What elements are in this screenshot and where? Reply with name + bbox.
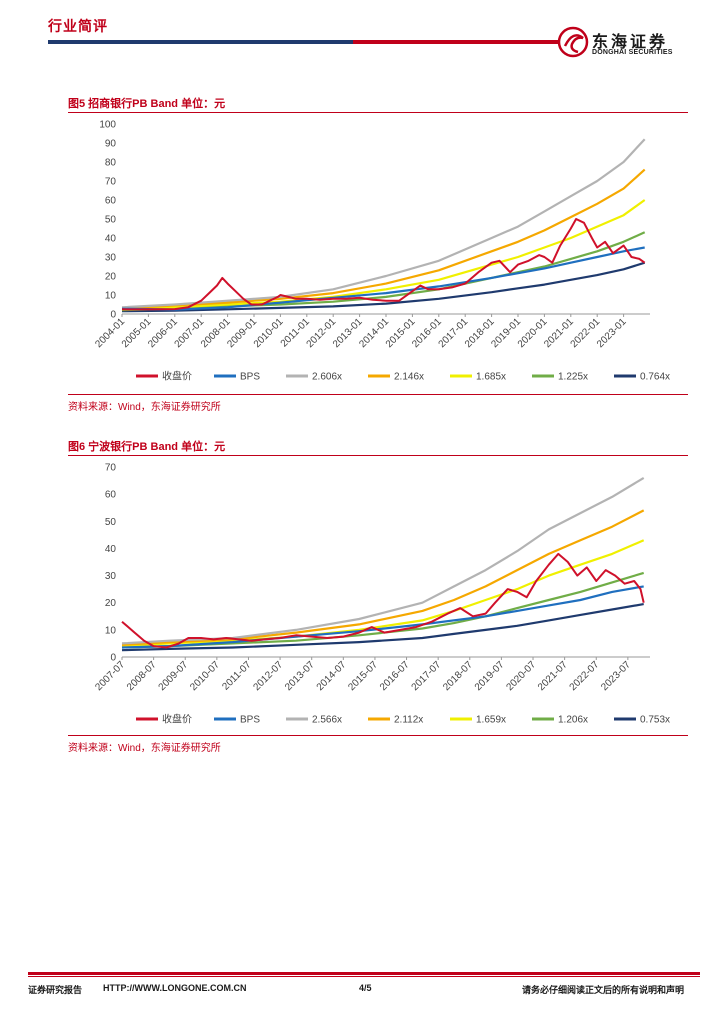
figure-6-source: 资料来源：Wind，东海证券研究所 — [68, 743, 221, 754]
x-tick-label: 2008-07 — [125, 659, 159, 693]
company-logo: 东海证券 DONGHAI SECURITIES — [556, 24, 686, 64]
legend-label: 1.685x — [476, 372, 506, 383]
chart-cmb-pb-band: 01020304050607080901002004-012005-012006… — [93, 120, 670, 383]
y-tick-label: 40 — [105, 544, 117, 555]
x-tick-label: 2016-07 — [378, 659, 412, 693]
series-line-2.606x — [121, 138, 646, 309]
x-tick-label: 2021-07 — [536, 659, 570, 693]
legend-label: 0.764x — [640, 372, 670, 383]
series-line-2.146x — [121, 168, 646, 310]
legend-label: BPS — [240, 715, 260, 726]
x-tick-label: 2017-07 — [410, 659, 444, 693]
x-tick-label: 2019-07 — [473, 659, 507, 693]
x-tick-label: 2013-07 — [283, 659, 317, 693]
legend-label: 1.225x — [558, 372, 588, 383]
y-tick-label: 100 — [99, 120, 116, 131]
series-line-1.685x — [121, 199, 646, 311]
y-tick-label: 40 — [105, 234, 117, 245]
header-rule-blue — [48, 40, 353, 44]
legend-label: 0.753x — [640, 715, 670, 726]
series-line-BPS — [121, 246, 645, 311]
series-line-1.206x — [121, 571, 645, 649]
x-tick-label: 2007-07 — [93, 659, 127, 693]
figure-5-top-rule — [68, 112, 688, 113]
legend-label: 1.206x — [558, 715, 588, 726]
series-line-0.753x — [121, 603, 644, 652]
x-tick-label: 2023-07 — [599, 659, 633, 693]
y-tick-label: 60 — [105, 490, 117, 501]
series-line-2.112x — [121, 509, 645, 646]
y-tick-label: 90 — [105, 139, 117, 150]
footer-page-number: 4/5 — [359, 983, 372, 993]
footer-disclaimer: 请务必仔细阅读正文后的所有说明和声明 — [522, 985, 685, 995]
y-tick-label: 30 — [105, 253, 117, 264]
legend-label: 2.606x — [312, 372, 342, 383]
x-tick-label: 2022-07 — [568, 659, 602, 693]
legend-label: 1.659x — [476, 715, 506, 726]
y-tick-label: 80 — [105, 158, 117, 169]
x-tick-label: 2009-07 — [157, 659, 191, 693]
legend-label: 2.146x — [394, 372, 424, 383]
y-tick-label: 20 — [105, 272, 117, 283]
legend-label: 2.566x — [312, 715, 342, 726]
logo-text-en: DONGHAI SECURITIES — [592, 49, 673, 56]
x-tick-label: 2014-07 — [315, 659, 349, 693]
y-tick-label: 70 — [105, 463, 117, 474]
figure-5-title: 图5 招商银行PB Band 单位：元 — [68, 98, 226, 110]
x-tick-label: 2011-07 — [220, 659, 254, 693]
y-tick-label: 30 — [105, 571, 117, 582]
chart-nbb-pb-band: 0 10 20 30 40 50 60 70 2007-072008-072009-072010… — [93, 463, 670, 726]
x-tick-label: 2020-07 — [504, 659, 538, 693]
y-tick-label: 50 — [105, 215, 117, 226]
legend-label: 收盘价 — [162, 370, 192, 383]
footer-url[interactable]: HTTP://WWW.LONGONE.COM.CN — [103, 983, 247, 993]
y-tick-label: 10 — [105, 625, 117, 636]
y-tick-label: 0 — [110, 653, 116, 664]
x-tick-label: 2010-07 — [188, 659, 222, 693]
x-tick-label: 2012-07 — [251, 659, 285, 693]
series-line-1.225x — [121, 231, 646, 312]
logo-text-cn: 东海证券 — [592, 34, 669, 51]
y-tick-label: 20 — [105, 598, 117, 609]
legend-label: 2.112x — [394, 715, 423, 726]
y-tick-label: 60 — [105, 196, 117, 207]
series-line-收盘价 — [121, 552, 645, 649]
header-rule-red — [353, 40, 560, 44]
y-tick-label: 10 — [105, 291, 117, 302]
section-title: 行业简评 — [48, 18, 108, 34]
x-tick-label: 2015-07 — [346, 659, 380, 693]
series-line-BPS — [121, 585, 644, 649]
y-tick-label: 50 — [105, 517, 117, 528]
footer-report-type: 证券研究报告 — [28, 985, 83, 995]
y-tick-label: 0 — [110, 310, 116, 321]
figure-6-top-rule — [68, 455, 688, 456]
series-line-1.659x — [121, 539, 645, 648]
legend-label: BPS — [240, 372, 260, 383]
x-tick-label: 2018-07 — [441, 659, 475, 693]
footer-rule-thick — [28, 972, 700, 975]
figure-6-title: 图6 宁波银行PB Band 单位：元 — [68, 441, 226, 453]
series-line-收盘价 — [121, 218, 646, 311]
figure-5-bottom-rule — [68, 394, 688, 395]
x-tick-label: 2023-01 — [595, 316, 629, 350]
logo-emblem-icon — [557, 26, 589, 58]
figure-6-bottom-rule — [68, 735, 688, 736]
figure-5-source: 资料来源：Wind，东海证券研究所 — [68, 402, 221, 413]
series-line-0.764x — [121, 261, 646, 313]
y-tick-label: 70 — [105, 177, 117, 188]
footer-rule-thin — [28, 976, 700, 977]
legend-label: 收盘价 — [162, 713, 192, 726]
